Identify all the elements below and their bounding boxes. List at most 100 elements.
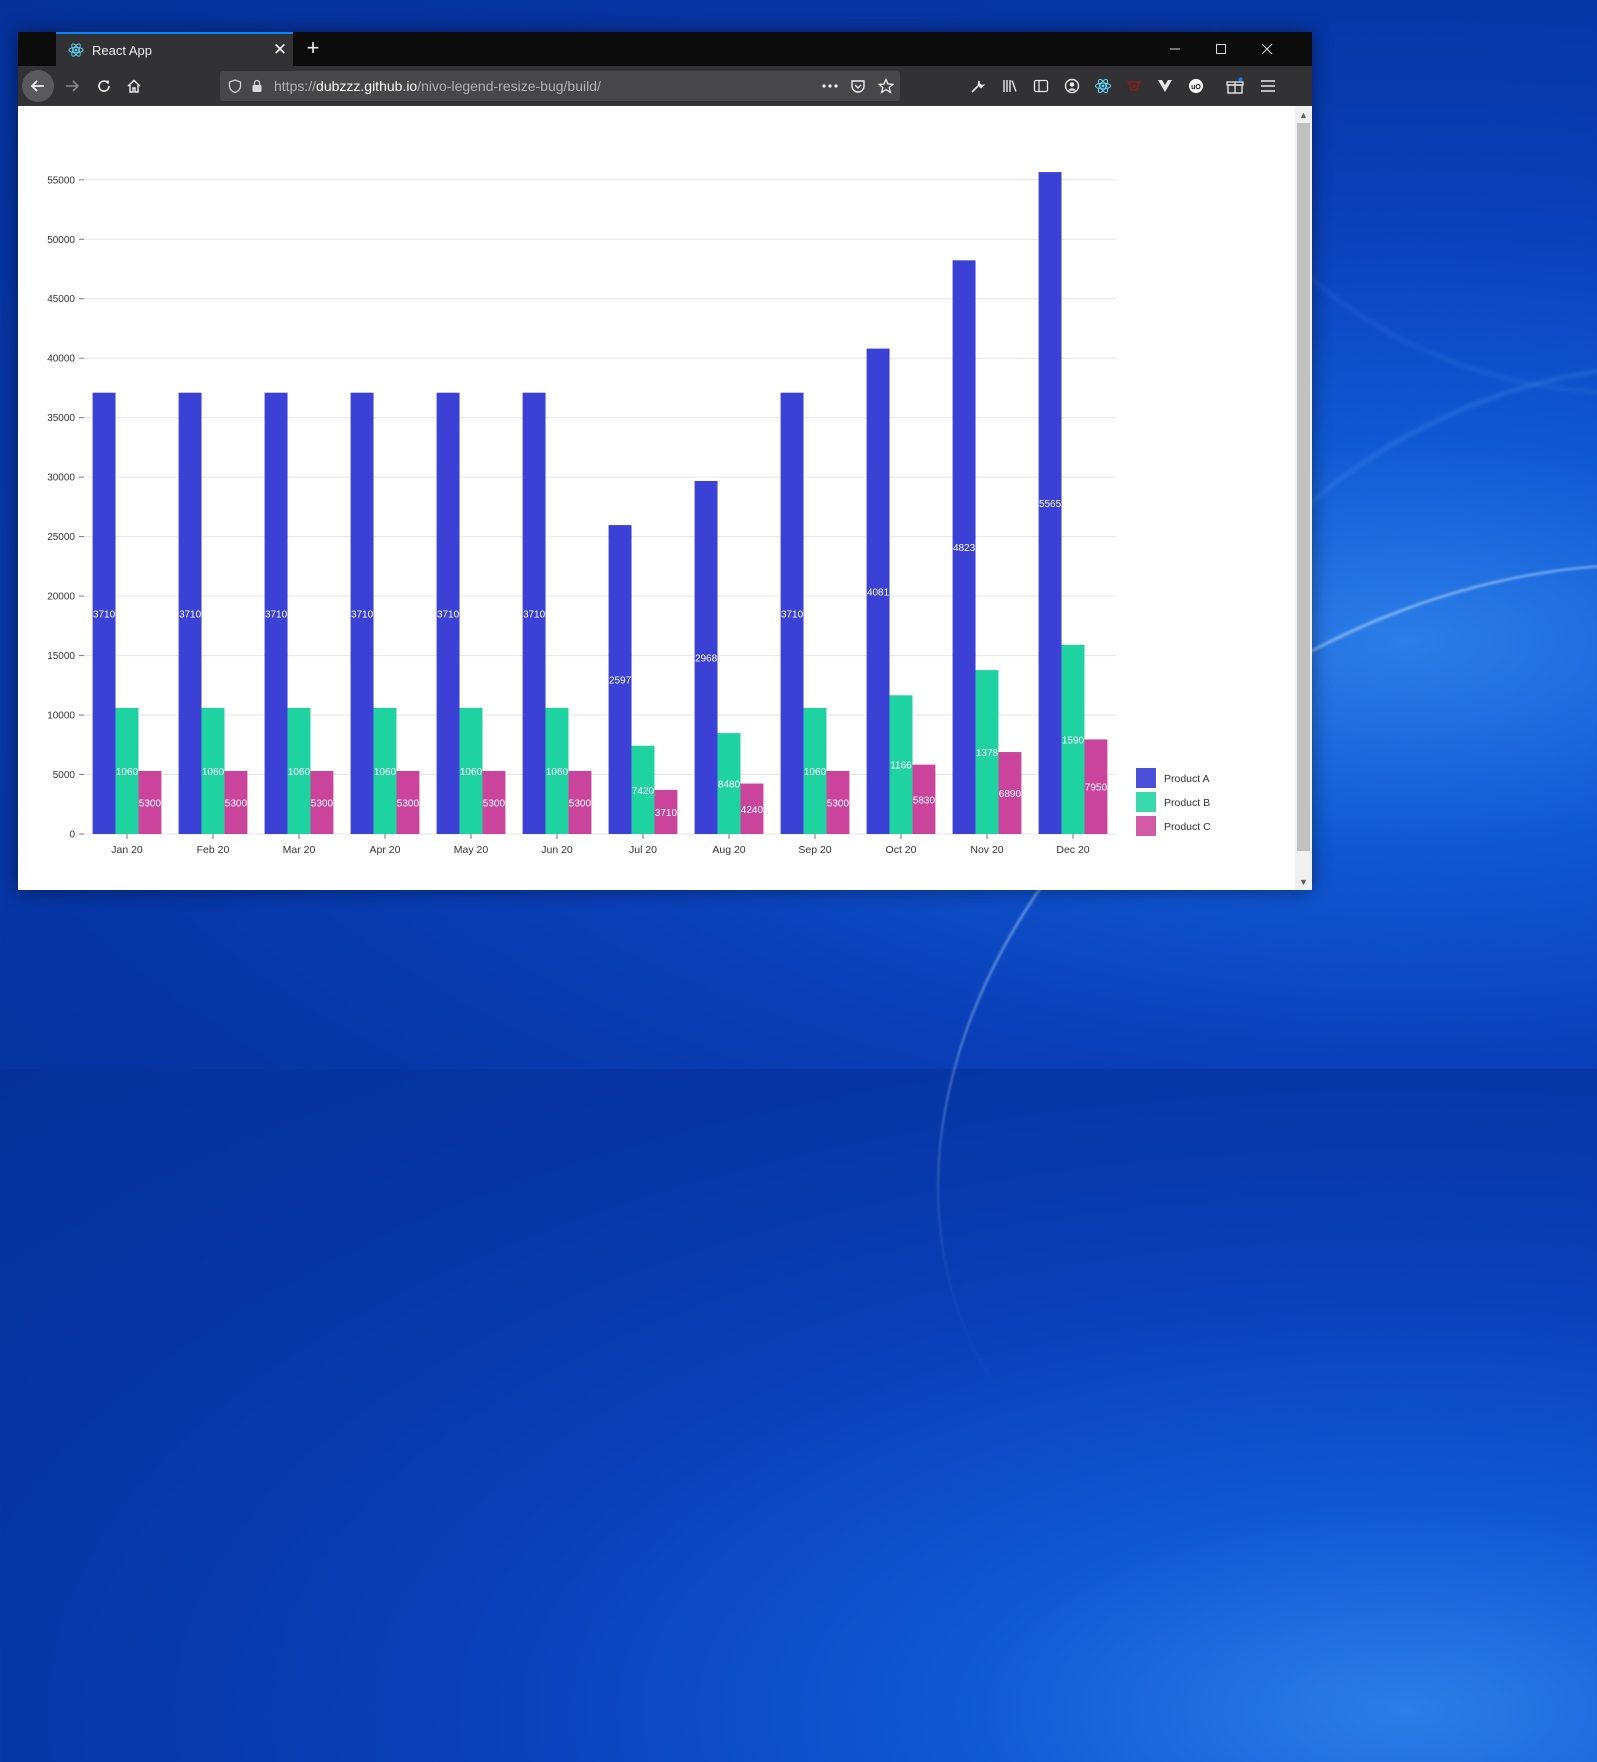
- x-tick-label: Apr 20: [370, 844, 401, 856]
- bar-value-label: 1060: [116, 767, 139, 778]
- legend-swatch: [1136, 792, 1156, 812]
- pocket-icon[interactable]: [844, 71, 872, 101]
- extensions-overflow-icon[interactable]: [1223, 74, 1247, 98]
- bar-value-label: 4823: [953, 543, 976, 554]
- bar-value-label: 5300: [569, 798, 592, 809]
- bar-value-label: 5565: [1039, 499, 1062, 510]
- legend-swatch: [1136, 768, 1156, 788]
- bar-value-label: 4240: [741, 805, 764, 816]
- bar-value-label: 3710: [437, 609, 460, 620]
- lock-icon[interactable]: [246, 71, 268, 101]
- extension-icon[interactable]: [1122, 74, 1146, 98]
- vue-devtools-icon[interactable]: [1153, 74, 1177, 98]
- tab-react-app[interactable]: React App ✕: [56, 32, 293, 66]
- x-tick-label: Feb 20: [197, 844, 230, 856]
- svg-text:uO: uO: [1191, 84, 1201, 91]
- y-tick-label: 5000: [53, 770, 76, 781]
- scroll-up-icon[interactable]: ▲: [1295, 106, 1312, 123]
- star-icon[interactable]: [872, 71, 900, 101]
- url-host: dubzzz.github.io: [316, 78, 417, 94]
- bar-value-label: 7420: [632, 786, 655, 797]
- home-icon[interactable]: [118, 70, 150, 102]
- hamburger-menu-icon[interactable]: [1256, 74, 1280, 98]
- arrow-left-icon[interactable]: [22, 70, 54, 102]
- bar-value-label: 5300: [397, 798, 420, 809]
- y-tick-label: 50000: [47, 235, 75, 246]
- y-axis: 0500010000150002000025000300003500040000…: [47, 175, 84, 840]
- account-icon[interactable]: [1060, 74, 1084, 98]
- scrollbar-thumb[interactable]: [1297, 123, 1310, 851]
- x-tick-label: Sep 20: [798, 844, 831, 856]
- arrow-right-icon[interactable]: [56, 70, 88, 102]
- x-tick-label: Oct 20: [886, 844, 917, 856]
- x-tick-label: Jul 20: [629, 844, 657, 856]
- bar-value-label: 3710: [781, 609, 804, 620]
- bar-value-label: 5300: [225, 798, 248, 809]
- bar-value-label: 1590: [1062, 735, 1085, 746]
- bar-value-label: 7950: [1085, 783, 1108, 794]
- react-icon: [68, 42, 84, 58]
- close-window-icon[interactable]: [1244, 32, 1290, 66]
- reload-icon[interactable]: [88, 70, 120, 102]
- y-tick-label: 25000: [47, 532, 75, 543]
- minimize-icon[interactable]: [1152, 32, 1198, 66]
- ublock-icon[interactable]: uO: [1184, 74, 1208, 98]
- bar-value-label: 1060: [804, 767, 827, 778]
- sidebar-icon[interactable]: [1029, 74, 1053, 98]
- bar-value-label: 3710: [265, 609, 288, 620]
- y-tick-label: 15000: [47, 651, 75, 662]
- tab-title: React App: [92, 43, 267, 58]
- bar-value-label: 1166: [890, 761, 912, 772]
- bar-value-label: 5300: [139, 798, 162, 809]
- bar-value-label: 1060: [460, 767, 483, 778]
- legend-swatch: [1136, 816, 1156, 836]
- plus-icon[interactable]: +: [300, 36, 326, 62]
- y-tick-label: 10000: [47, 711, 75, 722]
- bar-value-label: 5830: [913, 795, 936, 806]
- x-axis: Jan 20 Feb 20 Mar 20 Apr 20 May 20 Jun 20 Jul …: [111, 834, 1090, 856]
- y-tick-label: 30000: [47, 473, 75, 484]
- close-icon[interactable]: ✕: [267, 40, 293, 60]
- vertical-scrollbar[interactable]: ▲ ▼: [1295, 106, 1312, 890]
- page-content: 0 5000 10000 15000 20000 25000 30000 35000 40000…: [18, 106, 1312, 890]
- bar-value-label: 4081: [867, 587, 890, 598]
- bar-value-label: 5300: [483, 798, 506, 809]
- wrench-icon[interactable]: [966, 74, 990, 98]
- bar-value-label: 1060: [374, 767, 397, 778]
- chart-bars: [93, 172, 1108, 834]
- react-devtools-icon[interactable]: [1091, 74, 1115, 98]
- x-tick-label: Nov 20: [970, 844, 1003, 856]
- legend-label: Product A: [1164, 773, 1210, 785]
- x-tick-label: Jun 20: [541, 844, 573, 856]
- bar-value-label: 3710: [523, 609, 546, 620]
- title-bar: React App ✕ +: [18, 32, 1312, 66]
- bar-value-label: 1060: [288, 767, 311, 778]
- bar-value-label: 3710: [655, 808, 678, 819]
- bar-value-label: 5300: [827, 798, 850, 809]
- x-tick-label: May 20: [454, 844, 489, 856]
- x-tick-label: Jan 20: [111, 844, 143, 856]
- url-path: /nivo-legend-resize-bug/build/: [417, 78, 601, 94]
- address-bar[interactable]: https://dubzzz.github.io/nivo-legend-res…: [220, 71, 900, 101]
- url-text[interactable]: https://dubzzz.github.io/nivo-legend-res…: [274, 78, 816, 94]
- y-tick-label: 45000: [47, 294, 75, 305]
- scroll-down-icon[interactable]: ▼: [1295, 873, 1312, 890]
- y-tick-label: 55000: [47, 175, 75, 186]
- library-icon[interactable]: [998, 74, 1022, 98]
- bar-value-label: 3710: [93, 609, 116, 620]
- bar-value-label: 8480: [718, 780, 741, 791]
- bar-value-label: 1060: [202, 767, 225, 778]
- browser-window: React App ✕ +: [18, 32, 1312, 890]
- x-tick-label: Dec 20: [1056, 844, 1089, 856]
- url-scheme: https://: [274, 78, 316, 94]
- x-tick-label: Mar 20: [283, 844, 316, 856]
- bar-value-label: 6890: [999, 789, 1022, 800]
- bar-value-label: 1378: [976, 748, 999, 759]
- maximize-icon[interactable]: [1198, 32, 1244, 66]
- bar-value-label: 3710: [351, 609, 374, 620]
- bar-value-label: 3710: [179, 609, 202, 620]
- x-tick-label: Aug 20: [712, 844, 745, 856]
- more-icon[interactable]: [816, 71, 844, 101]
- shield-icon[interactable]: [224, 71, 246, 101]
- bar-chart: 0 5000 10000 15000 20000 25000 30000 35000 40000…: [18, 106, 1272, 890]
